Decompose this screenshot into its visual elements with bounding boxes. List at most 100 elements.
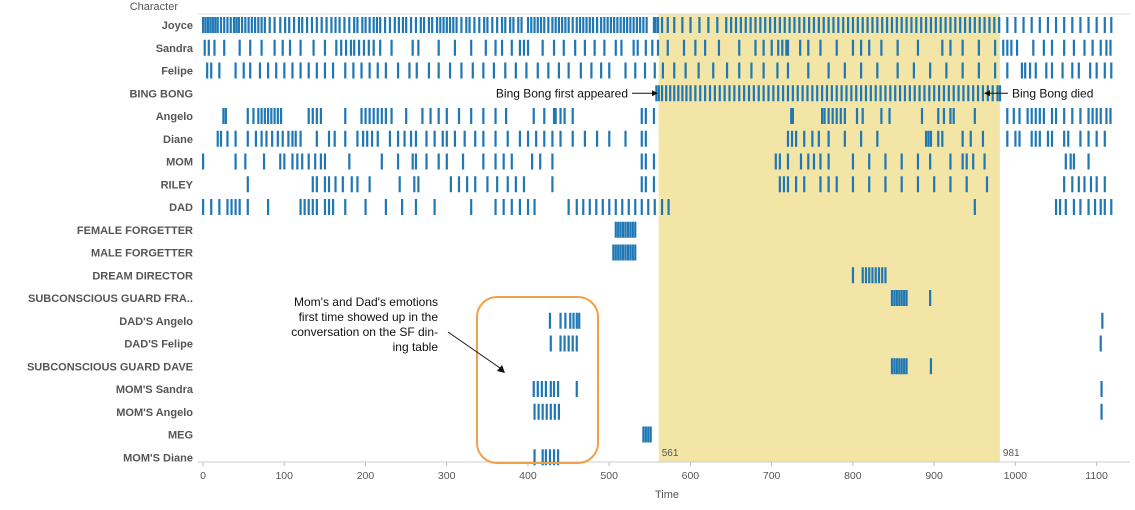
timeline-mark [494, 199, 497, 215]
timeline-mark [536, 381, 539, 397]
timeline-mark [578, 17, 582, 33]
timeline-mark [635, 17, 638, 33]
timeline-mark [807, 62, 810, 79]
timeline-mark [1034, 130, 1037, 147]
timeline-mark [884, 85, 887, 102]
timeline-mark [743, 85, 746, 102]
x-tick-label: 1100 [1085, 470, 1108, 482]
timeline-mark [486, 17, 489, 33]
timeline-mark [884, 176, 887, 193]
timeline-mark [219, 17, 223, 33]
timeline-mark [819, 176, 822, 193]
timeline-mark [1099, 39, 1102, 56]
timeline-mark [301, 17, 304, 33]
timeline-mark [850, 85, 853, 102]
timeline-mark [894, 85, 897, 102]
timeline-mark [396, 130, 400, 147]
timeline-mark [634, 221, 637, 238]
timeline-mark [357, 39, 361, 56]
timeline-mark [725, 17, 728, 33]
timeline-mark [747, 85, 751, 102]
row-label: RILEY [161, 179, 194, 191]
timeline-mark [333, 130, 336, 147]
row-label: MOM [166, 157, 193, 169]
timeline-mark [1038, 108, 1041, 124]
timeline-mark [769, 17, 772, 33]
timeline-mark [859, 62, 863, 79]
timeline-mark [353, 39, 356, 56]
timeline-mark [540, 381, 543, 397]
timeline-mark [652, 153, 656, 170]
timeline-mark [880, 108, 883, 124]
timeline-mark [621, 221, 625, 238]
callout-text-line: conversation on the SF din- [291, 325, 438, 339]
timeline-mark [238, 199, 241, 215]
timeline-mark [900, 153, 903, 170]
timeline-mark [409, 17, 413, 33]
row-label: Felipe [161, 66, 193, 78]
timeline-mark [539, 153, 542, 170]
timeline-mark [537, 403, 540, 420]
timeline-mark [494, 130, 497, 147]
timeline-mark [575, 335, 578, 352]
x-tick-label: 200 [357, 470, 375, 482]
timeline-mark [235, 17, 238, 33]
timeline-mark [912, 62, 915, 79]
timeline-mark [263, 17, 266, 33]
timeline-mark [478, 17, 481, 33]
x-tick-label: 600 [682, 470, 700, 482]
timeline-mark [249, 39, 252, 56]
timeline-mark [327, 199, 331, 215]
timeline-mark [689, 17, 692, 33]
timeline-mark [512, 17, 515, 33]
timeline-mark [595, 17, 599, 33]
timeline-mark [571, 335, 574, 352]
timeline-mark [812, 153, 816, 170]
timeline-mark [1012, 108, 1015, 124]
timeline-mark [311, 108, 314, 124]
timeline-mark [275, 62, 278, 79]
timeline-mark [415, 62, 418, 79]
timeline-mark [957, 85, 960, 102]
timeline-mark [384, 62, 387, 79]
timeline-mark [271, 130, 274, 147]
timeline-mark [941, 130, 944, 147]
arrow-head [984, 90, 990, 97]
timeline-mark [344, 199, 347, 215]
timeline-mark [738, 39, 741, 56]
timeline-mark [413, 176, 416, 193]
timeline-mark [801, 85, 804, 102]
timeline-mark [496, 17, 499, 33]
timeline-mark [517, 17, 520, 33]
timeline-mark [1100, 403, 1103, 420]
timeline-mark [506, 176, 509, 193]
timeline-mark [918, 85, 921, 102]
timeline-mark [276, 130, 279, 147]
timeline-mark [260, 39, 263, 56]
highlight-layer: 561 981 [658, 14, 1020, 462]
timeline-mark [341, 176, 344, 193]
timeline-mark [575, 312, 578, 329]
timeline-mark [640, 199, 643, 215]
timeline-mark [209, 17, 212, 33]
timeline-mark [929, 130, 933, 147]
timeline-mark [379, 39, 382, 56]
timeline-mark [202, 199, 205, 215]
timeline-mark [273, 17, 276, 33]
timeline-mark [927, 130, 930, 147]
timeline-mark [976, 85, 980, 102]
timeline-mark [366, 130, 369, 147]
timeline-mark [871, 267, 874, 284]
timeline-mark [1095, 108, 1098, 124]
timeline-mark [864, 85, 868, 102]
timeline-mark [234, 199, 237, 215]
timeline-mark [639, 17, 642, 33]
timeline-mark [636, 39, 639, 56]
timeline-mark [708, 85, 712, 102]
timeline-mark [734, 17, 738, 33]
timeline-mark [786, 130, 790, 147]
timeline-mark [315, 199, 318, 215]
timeline-mark [772, 85, 775, 102]
timeline-mark [518, 130, 522, 147]
timeline-mark [1046, 17, 1050, 33]
